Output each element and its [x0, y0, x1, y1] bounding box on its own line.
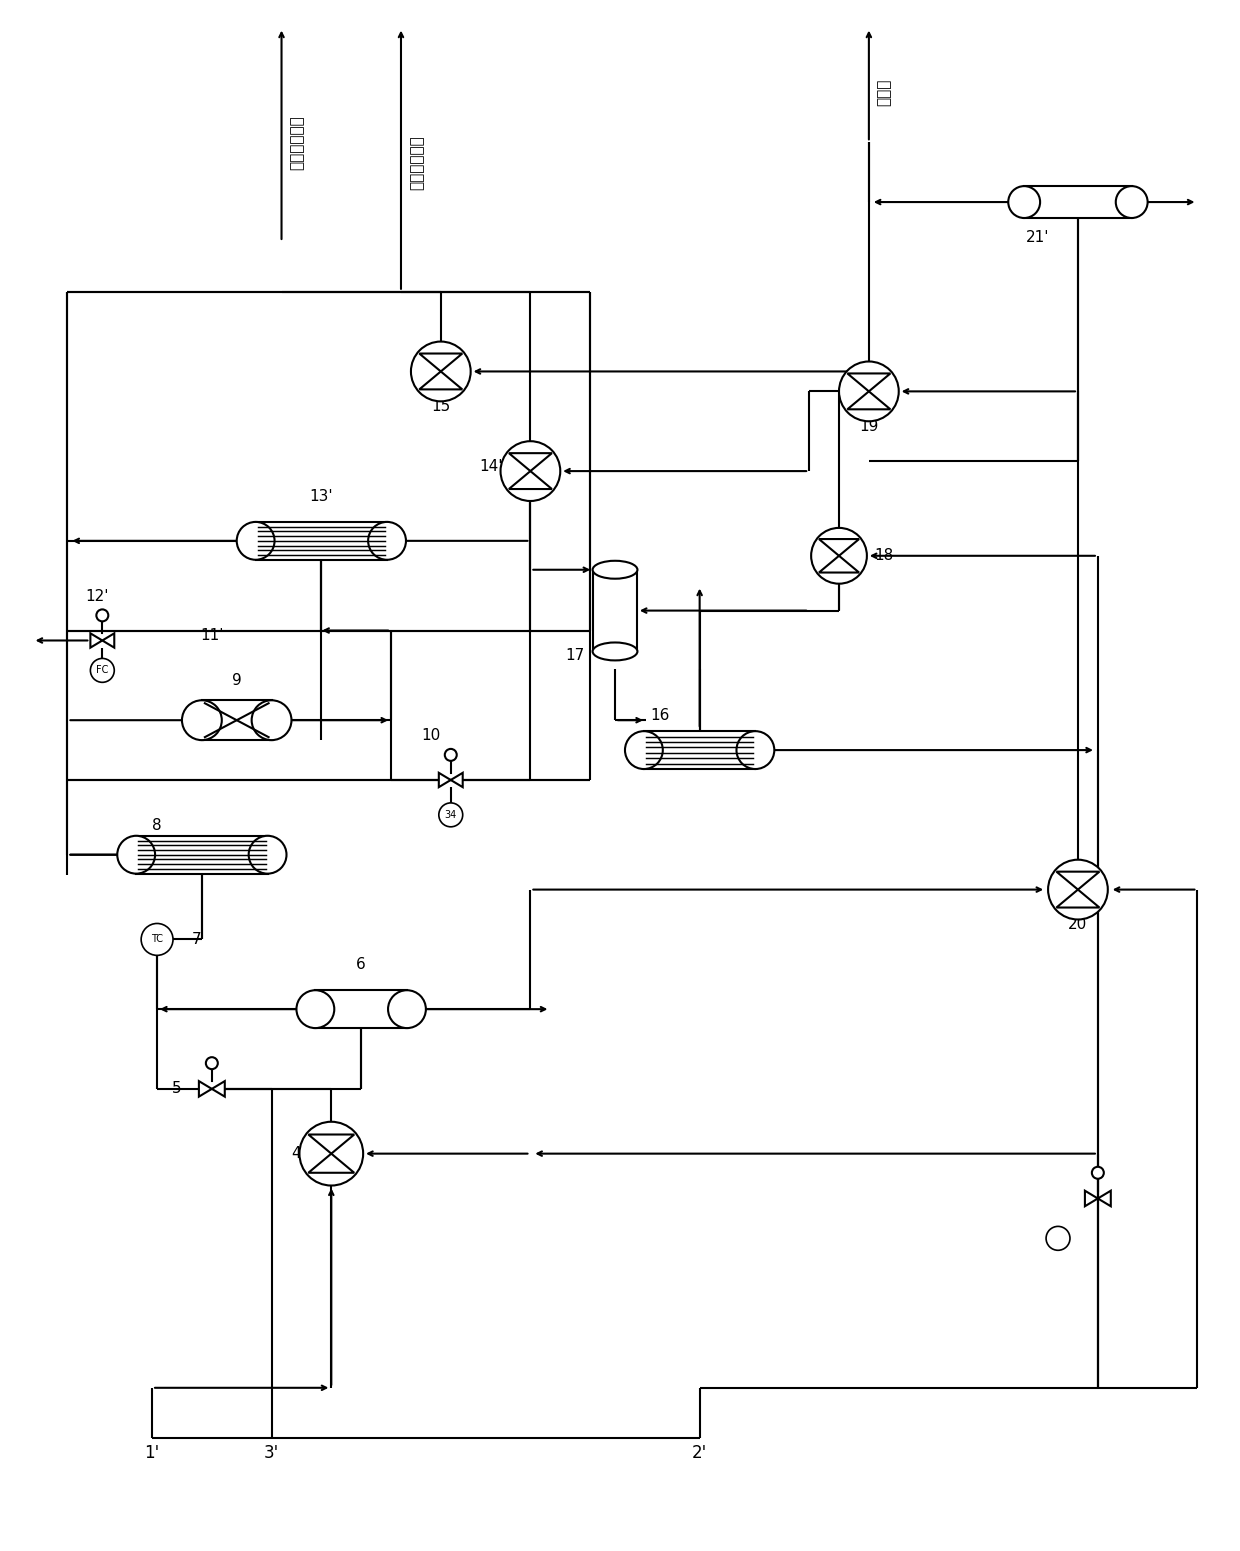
- Text: 中压过热蒸汽: 中压过热蒸汽: [289, 115, 305, 169]
- Text: 15: 15: [432, 399, 450, 414]
- Polygon shape: [1097, 1191, 1111, 1207]
- Circle shape: [97, 610, 108, 622]
- Ellipse shape: [625, 731, 663, 769]
- Ellipse shape: [593, 642, 637, 661]
- Text: 34: 34: [445, 810, 456, 820]
- Circle shape: [91, 659, 114, 682]
- Text: 12': 12': [86, 589, 109, 603]
- Circle shape: [445, 749, 456, 762]
- Ellipse shape: [296, 990, 335, 1028]
- Text: 低压过热蒸汽: 低压过热蒸汽: [409, 135, 424, 189]
- Text: 13': 13': [310, 489, 334, 504]
- Circle shape: [839, 361, 899, 422]
- Ellipse shape: [388, 990, 425, 1028]
- Bar: [644, 731, 755, 769]
- Circle shape: [1048, 859, 1107, 920]
- Ellipse shape: [182, 700, 222, 740]
- Bar: [315, 990, 407, 1028]
- Polygon shape: [439, 772, 451, 788]
- Text: 18: 18: [874, 549, 893, 563]
- Ellipse shape: [368, 523, 405, 560]
- Ellipse shape: [593, 561, 637, 579]
- Text: 2': 2': [692, 1444, 707, 1461]
- Text: 3': 3': [264, 1444, 279, 1461]
- Ellipse shape: [1116, 186, 1148, 219]
- Polygon shape: [451, 772, 463, 788]
- Text: 合成气: 合成气: [877, 79, 892, 105]
- Ellipse shape: [249, 836, 286, 873]
- Text: 5: 5: [172, 1081, 182, 1097]
- Text: 10: 10: [422, 727, 440, 743]
- Circle shape: [410, 341, 471, 402]
- Circle shape: [206, 1058, 218, 1069]
- Bar: [1024, 186, 1132, 219]
- Text: FC: FC: [97, 665, 109, 675]
- Circle shape: [811, 527, 867, 583]
- Bar: [136, 836, 268, 873]
- Ellipse shape: [237, 523, 274, 560]
- Ellipse shape: [252, 700, 291, 740]
- Circle shape: [1092, 1166, 1104, 1179]
- Text: 6: 6: [356, 957, 366, 972]
- Polygon shape: [198, 1081, 212, 1097]
- Text: 19: 19: [859, 419, 879, 434]
- Text: TC: TC: [151, 934, 164, 945]
- Circle shape: [299, 1121, 363, 1185]
- Ellipse shape: [737, 731, 774, 769]
- Text: 14': 14': [479, 459, 502, 475]
- Text: 16: 16: [650, 709, 670, 723]
- Bar: [593, 569, 637, 651]
- Text: 20: 20: [1069, 918, 1087, 932]
- Bar: [202, 700, 272, 740]
- Text: 11': 11': [200, 628, 223, 644]
- Bar: [255, 523, 387, 560]
- Text: 21': 21': [1027, 230, 1050, 245]
- Circle shape: [141, 923, 174, 955]
- Circle shape: [501, 440, 560, 501]
- Polygon shape: [103, 633, 114, 648]
- Text: 7: 7: [192, 932, 202, 948]
- Ellipse shape: [1008, 186, 1040, 219]
- Polygon shape: [1085, 1191, 1097, 1207]
- Circle shape: [1047, 1227, 1070, 1250]
- Circle shape: [439, 803, 463, 827]
- Text: 17: 17: [565, 648, 585, 664]
- Polygon shape: [212, 1081, 224, 1097]
- Text: 4: 4: [291, 1146, 301, 1162]
- Text: 9: 9: [232, 673, 242, 689]
- Polygon shape: [91, 633, 103, 648]
- Text: 1': 1': [145, 1444, 160, 1461]
- Text: 8: 8: [153, 817, 162, 833]
- Ellipse shape: [118, 836, 155, 873]
